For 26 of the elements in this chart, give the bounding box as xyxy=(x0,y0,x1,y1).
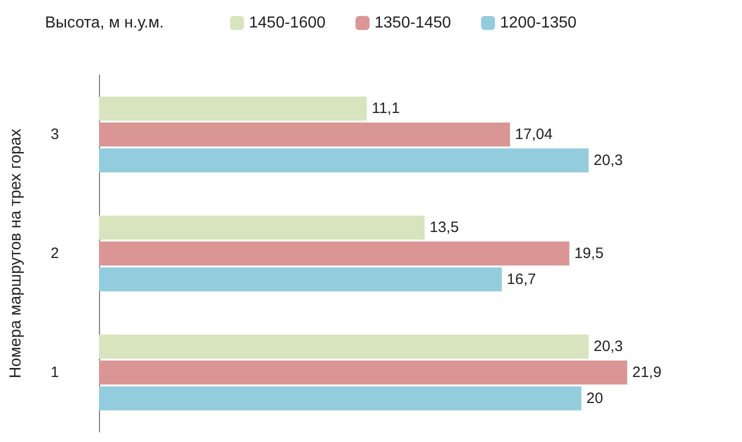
y-axis-title: Номера маршрутов на трех горах xyxy=(8,128,24,378)
legend-label: 1450-1600 xyxy=(249,14,326,32)
data-label: 19,5 xyxy=(574,245,604,262)
data-label: 20,3 xyxy=(594,338,623,356)
legend-title: Высота, м н.у.м. xyxy=(45,14,164,32)
data-label: 20 xyxy=(586,390,604,407)
bar xyxy=(99,216,425,240)
data-label: 21,9 xyxy=(632,364,662,381)
bar xyxy=(99,267,502,292)
data-label: 16,7 xyxy=(506,270,536,288)
bar xyxy=(99,360,628,384)
legend-label: 1200-1350 xyxy=(500,14,577,32)
bar xyxy=(99,242,570,266)
y-tick-label: 3 xyxy=(50,126,59,143)
data-label: 11,1 xyxy=(372,100,400,118)
bar xyxy=(99,386,582,410)
y-tick-label: 1 xyxy=(50,364,59,381)
y-tick-label: 2 xyxy=(50,245,59,262)
bar xyxy=(99,96,367,121)
data-label: 20,3 xyxy=(594,152,623,169)
bar xyxy=(99,122,510,146)
bar xyxy=(99,334,589,359)
data-label: 17,04 xyxy=(515,126,553,143)
bar xyxy=(99,148,589,172)
data-label: 13,5 xyxy=(430,219,459,236)
legend-label: 1350-1450 xyxy=(374,14,452,32)
